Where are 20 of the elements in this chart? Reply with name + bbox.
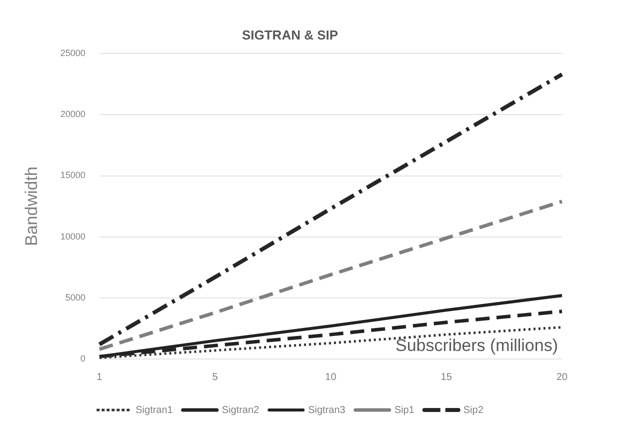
x-tick-label: 10 <box>325 372 337 383</box>
chart-title: SIGTRAN & SIP <box>242 27 338 42</box>
x-tick-label: 15 <box>440 372 452 383</box>
x-axis-title: Subscribers (millions) <box>396 336 558 356</box>
x-tick-label: 20 <box>556 372 568 383</box>
y-tick-label: 25000 <box>60 48 86 58</box>
y-tick-label: 0 <box>80 353 86 364</box>
legend-label: Sip2 <box>463 404 484 416</box>
y-tick-label: 20000 <box>60 109 86 120</box>
y-tick-label: 10000 <box>60 231 86 242</box>
legend-label: Sigtran2 <box>222 404 260 416</box>
x-tick-label: 5 <box>212 372 218 383</box>
y-axis-title: Bandwidth <box>22 166 41 246</box>
legend-label: Sigtran1 <box>136 404 174 416</box>
legend-label: Sigtran3 <box>308 404 346 416</box>
y-tick-label: 15000 <box>60 170 86 180</box>
y-tick-label: 5000 <box>65 292 86 302</box>
x-tick-label: 1 <box>96 372 103 383</box>
line-series <box>98 326 564 359</box>
legend-label: Sip1 <box>394 404 415 416</box>
